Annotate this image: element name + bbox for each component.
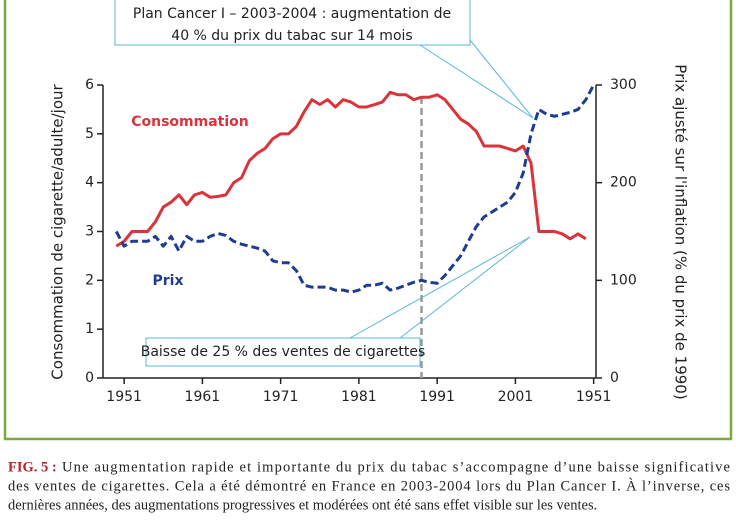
x-tick-label: 1951 xyxy=(106,389,142,405)
frame xyxy=(3,0,733,441)
y-tick-label: 3 xyxy=(85,224,94,240)
y-tick-label: 4 xyxy=(85,175,94,191)
caption-text: Une augmentation rapide et importante du… xyxy=(62,459,730,475)
y2-axis-label: Prix ajusté sur l'inflation (% du prix d… xyxy=(672,64,690,399)
series-line xyxy=(114,84,595,294)
annotation-box xyxy=(114,0,471,46)
caption-label: FIG. 5 : xyxy=(8,459,57,475)
leader-line xyxy=(419,44,534,119)
y2-tick-label: 0 xyxy=(610,370,619,386)
annotation-text: Baisse de 25 % des ventes de cigarettes xyxy=(141,344,426,360)
x-tick-label: 1991 xyxy=(419,389,455,405)
series-label: Prix xyxy=(153,273,184,289)
y2-tick-label: 100 xyxy=(610,272,637,288)
x-tick-label: 1951 xyxy=(576,389,612,405)
series-label: Consommation xyxy=(131,114,249,130)
y-axis-label: Consommation de cigarette/adulte/jour xyxy=(49,83,67,379)
caption-text: dernières années, des augmentations prog… xyxy=(8,497,597,513)
x-tick-label: 1971 xyxy=(263,389,299,405)
y-tick-label: 2 xyxy=(85,272,94,288)
leader-line xyxy=(469,39,534,119)
y-tick-label: 6 xyxy=(85,77,94,93)
annotation-text: Plan Cancer I – 2003-2004 : augmentation… xyxy=(133,6,451,22)
y-tick-label: 0 xyxy=(85,370,94,386)
x-tick-label: 1981 xyxy=(341,389,377,405)
x-tick-label: 2001 xyxy=(498,389,534,405)
x-tick-label: 1961 xyxy=(185,389,221,405)
annotation-text: 40 % du prix du tabac sur 14 mois xyxy=(171,28,412,44)
y-tick-label: 1 xyxy=(85,321,94,337)
annotation-box xyxy=(145,337,421,367)
y-tick-label: 5 xyxy=(85,126,94,142)
y2-tick-label: 200 xyxy=(610,175,637,191)
leader-line xyxy=(399,236,531,339)
y2-tick-label: 300 xyxy=(610,77,637,93)
caption-text: des ventes de cigarettes. Cela a été dém… xyxy=(8,477,730,494)
series-line xyxy=(115,90,587,248)
leader-line xyxy=(349,236,531,339)
